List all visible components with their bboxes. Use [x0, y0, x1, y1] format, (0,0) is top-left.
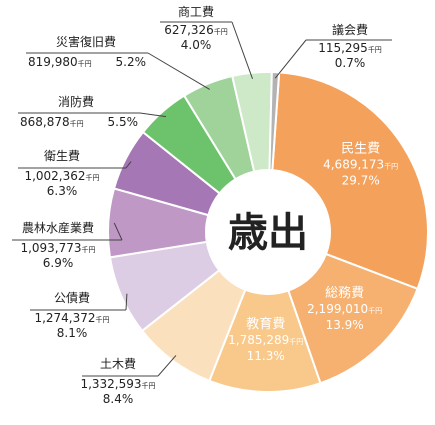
slice-value-norin: 1,093,773千円 — [20, 241, 95, 255]
slice-label-minsei: 民生費 — [341, 142, 380, 157]
slice-percent-somu: 13.9% — [326, 318, 364, 332]
slice-label-shoko: 商工費 — [178, 4, 214, 19]
leader-line-norin — [113, 222, 123, 241]
slice-label-somu: 総務費 — [325, 286, 364, 301]
leader-line-saigai — [147, 52, 210, 90]
slice-percent-eisei: 6.3% — [47, 184, 78, 198]
slice-value-eisei: 1,002,362千円 — [24, 169, 99, 183]
slice-percent-saigai: 5.2% — [116, 55, 147, 69]
slice-percent-norin: 6.9% — [43, 256, 74, 270]
slice-label-shobo: 消防費 — [58, 94, 94, 109]
slice-percent-doboku: 8.4% — [103, 392, 134, 406]
slice-percent-shoko: 4.0% — [181, 38, 212, 52]
slice-percent-kosai: 8.1% — [57, 326, 88, 340]
slice-label-doboku: 土木費 — [100, 356, 136, 371]
slice-label-kyoiku: 教育費 — [246, 316, 285, 332]
slice-value-kosai: 1,274,372千円 — [34, 311, 109, 325]
slice-percent-kyoiku: 11.3% — [247, 349, 285, 363]
slice-label-saigai: 災害復旧費 — [56, 34, 116, 49]
slice-percent-shobo: 5.5% — [108, 115, 139, 129]
leader-line-shobo — [139, 112, 167, 118]
slice-value-somu: 2,199,010千円 — [307, 302, 382, 316]
slice-value-minsei: 4,689,173千円 — [323, 158, 398, 172]
slice-label-norin: 農林水産業費 — [22, 220, 94, 235]
slice-value-doboku: 1,332,593千円 — [80, 377, 155, 391]
slice-label-kosai: 公債費 — [54, 290, 90, 305]
leader-line-kosai — [125, 293, 128, 311]
leader-line-eisei — [125, 161, 132, 169]
center-label: 歳出 — [228, 210, 308, 256]
leader-line-doboku — [157, 355, 177, 377]
slice-percent-minsei: 29.7% — [342, 174, 380, 188]
slice-percent-gikai: 0.7% — [335, 56, 366, 70]
slice-value-shobo: 868,878千円 — [20, 115, 84, 129]
slice-value-gikai: 115,295千円 — [318, 41, 382, 55]
donut-hole — [206, 170, 330, 294]
slice-value-shoko: 627,326千円 — [164, 23, 228, 37]
slice-value-kyoiku: 1,785,289千円 — [228, 333, 303, 347]
slice-label-gikai: 議会費 — [332, 22, 368, 37]
leader-line-gikai — [274, 39, 307, 79]
leader-line-shoko — [231, 21, 253, 79]
slice-value-saigai: 819,980千円 — [28, 55, 92, 69]
slice-label-eisei: 衛生費 — [44, 148, 80, 163]
leader-lines-group — [12, 21, 392, 377]
